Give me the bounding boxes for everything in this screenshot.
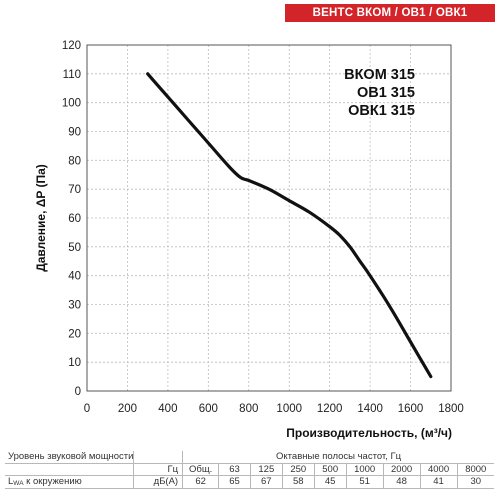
band-value: 48 <box>382 475 421 489</box>
x-tick-label: 1800 <box>438 403 464 415</box>
model-label-2: ОВ1 315 <box>357 85 415 101</box>
band-header: 250 <box>281 462 315 476</box>
plot-frame <box>86 44 452 392</box>
x-axis-title: Производительность, (м³/ч) <box>286 426 452 440</box>
band-value: 58 <box>281 475 315 489</box>
x-axis-ticks: 0 200 400 600 800 1000 1200 1400 1600 1800 <box>84 403 464 415</box>
band-value: 45 <box>313 475 347 489</box>
x-tick-label: 1000 <box>276 403 302 415</box>
performance-curve <box>146 72 433 379</box>
sound-power-table: Уровень звуковой мощности Октавные полос… <box>5 451 494 489</box>
band-value: 67 <box>249 475 283 489</box>
band-value: 30 <box>456 475 494 489</box>
band-header: 4000 <box>419 462 458 476</box>
y-tick-label: 120 <box>62 40 81 52</box>
x-tick-label: 0 <box>84 403 90 415</box>
table-title-row: Уровень звуковой мощности Октавные полос… <box>5 451 494 464</box>
y-tick-label: 40 <box>68 271 81 283</box>
table-header-row: Гц Общ. 63 125 250 500 1000 2000 4000 80… <box>5 462 494 476</box>
band-value: 41 <box>419 475 458 489</box>
band-header: 63 <box>218 462 251 476</box>
y-tick-label: 110 <box>63 69 81 81</box>
y-axis-ticks: 0 10 20 30 40 50 60 70 80 90 100 110 120 <box>62 40 81 398</box>
band-header: 8000 <box>456 462 494 476</box>
table-values-row: LWA к окружению дБ(А) 62 65 67 58 45 51 … <box>5 475 494 489</box>
y-tick-label: 30 <box>68 300 81 312</box>
x-tick-label: 1600 <box>398 403 424 415</box>
y-tick-label: 50 <box>68 242 81 254</box>
bands-title: Октавные полосы частот, Гц <box>182 451 494 464</box>
band-header: Общ. <box>182 462 220 476</box>
x-tick-label: 600 <box>199 403 218 415</box>
x-tick-label: 400 <box>158 403 177 415</box>
brand-badge: ВЕНТС ВКОМ / ОВ1 / ОВК1 <box>285 4 495 22</box>
y-tick-label: 80 <box>68 155 81 167</box>
band-value: 65 <box>218 475 251 489</box>
x-tick-label: 800 <box>239 403 258 415</box>
y-tick-label: 10 <box>68 357 81 369</box>
db-unit: дБ(А) <box>133 475 184 489</box>
x-tick-label: 200 <box>118 403 137 415</box>
pressure-flow-chart: 0 10 20 30 40 50 60 70 80 90 100 110 120 0 200 400 600 8… <box>34 40 464 440</box>
model-label-3: ОВК1 315 <box>348 103 415 119</box>
y-tick-label: 90 <box>68 127 81 139</box>
hz-unit: Гц <box>133 462 184 476</box>
band-header: 125 <box>249 462 283 476</box>
y-tick-label: 0 <box>75 386 81 398</box>
x-tick-label: 1400 <box>357 403 383 415</box>
model-label-1: ВКОМ 315 <box>344 67 415 83</box>
band-header: 1000 <box>345 462 384 476</box>
y-tick-label: 60 <box>68 213 81 225</box>
band-header: 2000 <box>382 462 421 476</box>
band-header: 500 <box>313 462 347 476</box>
table-title: Уровень звуковой мощности <box>5 451 135 464</box>
y-axis-title: Давление, ΔP (Па) <box>34 164 48 272</box>
band-value: 62 <box>182 475 220 489</box>
x-tick-label: 1200 <box>317 403 343 415</box>
band-value: 51 <box>345 475 384 489</box>
y-tick-label: 20 <box>68 328 81 340</box>
y-tick-label: 100 <box>62 98 81 110</box>
row-label: LWA к окружению <box>5 475 135 489</box>
y-tick-label: 70 <box>68 184 81 196</box>
